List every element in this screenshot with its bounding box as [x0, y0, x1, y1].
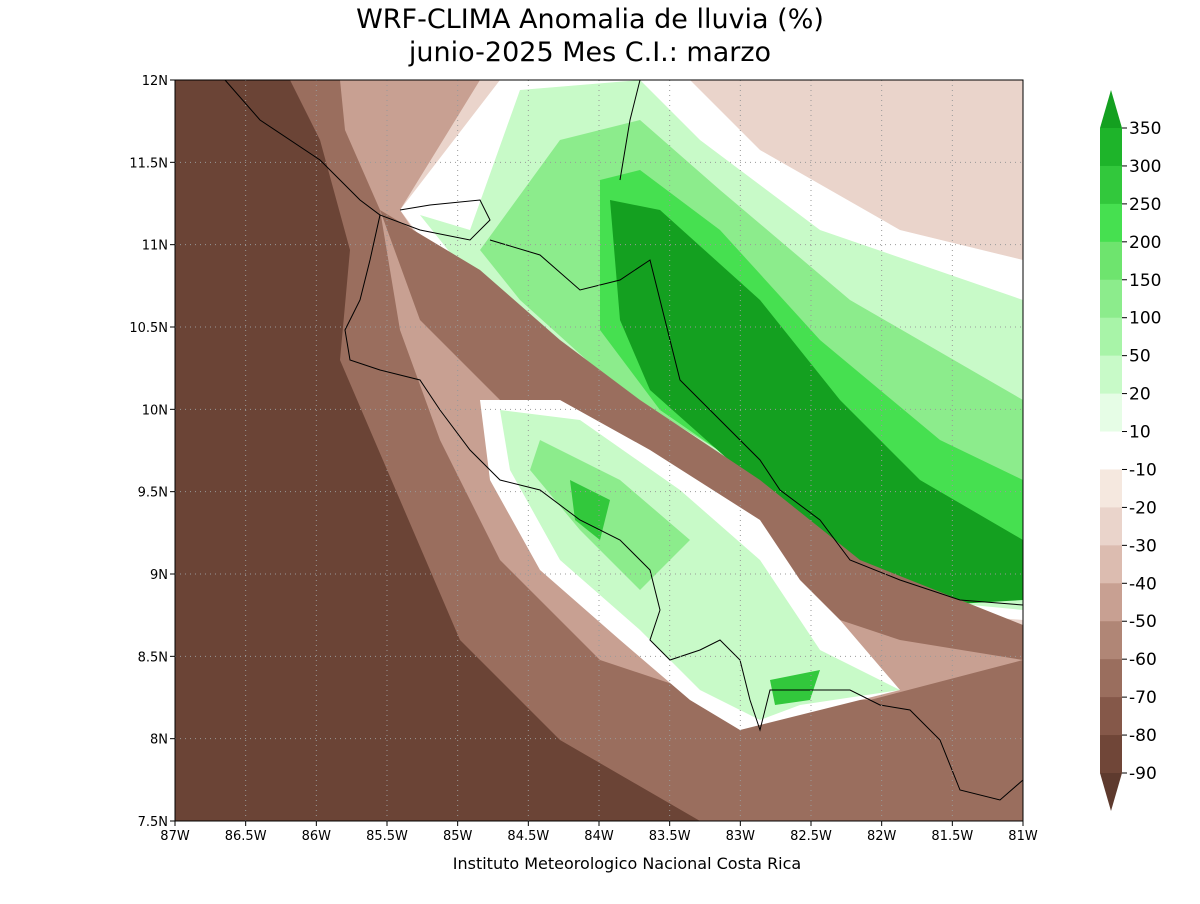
x-tick-label: 82.5W: [790, 829, 832, 844]
colorbar-band: [1100, 393, 1122, 433]
y-tick-label: 8.5N: [138, 650, 168, 665]
x-tick-label: 83.5W: [649, 829, 691, 844]
colorbar-label: -90: [1129, 764, 1157, 784]
colorbar-label: -30: [1129, 536, 1157, 556]
y-tick-label: 7.5N: [138, 815, 168, 830]
colorbar: 350 300 250 200 150 100 50 20 10 -10 -20 -30 -40 -50 -…: [1100, 90, 1161, 811]
colorbar-extension: [1100, 90, 1122, 128]
axes: 87W 86.5W 86W 85.5W 85W 84.5W 84W 83.5W 83W 82.5W…: [129, 74, 1038, 844]
colorbar-band: [1100, 165, 1122, 205]
x-tick-label: 86.5W: [225, 829, 267, 844]
colorbar-band: [1100, 241, 1122, 281]
colorbar-band: [1100, 697, 1122, 736]
colorbar-label: -10: [1129, 460, 1157, 480]
x-tick-label: 87W: [160, 829, 190, 844]
colorbar-label: 10: [1129, 423, 1151, 443]
colorbar-label: -50: [1129, 612, 1157, 632]
colorbar-label: -80: [1129, 726, 1157, 746]
colorbar-band: [1100, 317, 1122, 357]
y-tick-label: 9N: [150, 568, 168, 583]
y-tick-label: 11.5N: [129, 156, 168, 171]
colorbar-label: 300: [1129, 157, 1161, 177]
y-tick-label: 9.5N: [138, 486, 168, 501]
colorbar-band: [1100, 279, 1122, 319]
colorbar-band: [1100, 203, 1122, 243]
colorbar-band: [1100, 621, 1122, 660]
y-tick-label: 11N: [142, 239, 168, 254]
colorbar-band: [1100, 583, 1122, 622]
colorbar-label: -60: [1129, 650, 1157, 670]
subtitle: junio-2025 Mes C.I.: marzo: [408, 37, 771, 68]
x-tick-label: 86W: [302, 829, 332, 844]
colorbar-label: -20: [1129, 498, 1157, 518]
colorbar-band: [1100, 431, 1122, 470]
coastline: [224, 79, 1024, 801]
x-tick-label: 83W: [726, 829, 756, 844]
colorbar-band: [1100, 128, 1122, 167]
colorbar-label: -70: [1129, 688, 1157, 708]
colorbar-band: [1100, 469, 1122, 508]
colorbar-band: [1100, 659, 1122, 698]
x-tick-label: 82W: [867, 829, 897, 844]
colorbar-label: 250: [1129, 195, 1161, 215]
colorbar-label: 200: [1129, 233, 1161, 253]
y-tick-label: 10N: [142, 403, 168, 418]
y-tick-label: 10.5N: [129, 321, 168, 336]
x-tick-label: 85.5W: [366, 829, 408, 844]
x-tick-label: 85W: [443, 829, 473, 844]
colorbar-band: [1100, 735, 1122, 774]
x-tick-label: 81W: [1008, 829, 1038, 844]
x-tick-label: 84.5W: [507, 829, 549, 844]
title: WRF-CLIMA Anomalia de lluvia (%): [356, 4, 824, 35]
colorbar-label: 50: [1129, 347, 1151, 367]
colorbar-label: 150: [1129, 271, 1161, 291]
colorbar-band: [1100, 545, 1122, 584]
x-tick-label: 81.5W: [931, 829, 973, 844]
colorbar-label: -40: [1129, 574, 1157, 594]
colorbar-label: 100: [1129, 309, 1161, 329]
colorbar-label: 350: [1129, 119, 1161, 139]
grid: [174, 79, 1024, 822]
x-tick-label: 84W: [584, 829, 614, 844]
colorbar-band: [1100, 507, 1122, 546]
y-tick-label: 12N: [142, 74, 168, 89]
colorbar-band: [1100, 355, 1122, 395]
footer: Instituto Meteorologico Nacional Costa R…: [453, 854, 801, 873]
colorbar-extension: [1100, 773, 1122, 811]
colorbar-label: 20: [1129, 385, 1151, 405]
y-tick-label: 8N: [150, 733, 168, 748]
